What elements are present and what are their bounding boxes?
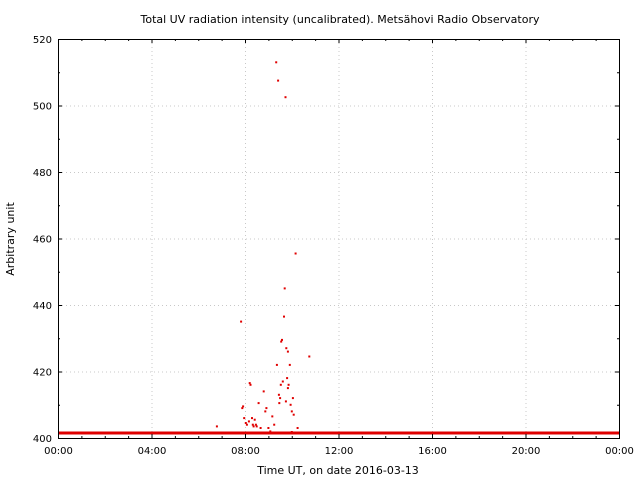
- data-point: [254, 423, 257, 426]
- data-point: [215, 425, 218, 428]
- data-point: [286, 377, 289, 380]
- x-tick-label: 12:00: [325, 446, 354, 457]
- data-point: [251, 423, 254, 426]
- data-point: [252, 425, 255, 428]
- data-point: [294, 252, 297, 255]
- chart-title: Total UV radiation intensity (uncalibrat…: [140, 13, 540, 26]
- y-tick-label: 480: [33, 168, 52, 179]
- x-tick-label: 20:00: [512, 446, 541, 457]
- data-point: [287, 383, 290, 386]
- data-point: [288, 363, 291, 366]
- data-point: [248, 382, 251, 385]
- data-point: [271, 415, 274, 418]
- data-point: [281, 380, 284, 383]
- data-point: [255, 425, 258, 428]
- data-point: [285, 347, 288, 350]
- data-point: [247, 420, 250, 423]
- data-point: [280, 340, 283, 343]
- x-axis-label: Time UT, on date 2016-03-13: [256, 464, 419, 477]
- data-point: [265, 407, 268, 410]
- data-point: [279, 397, 282, 400]
- x-tick-label: 00:00: [605, 446, 634, 457]
- data-point: [269, 430, 272, 433]
- x-tick-label: 00:00: [44, 446, 73, 457]
- data-point: [292, 413, 295, 416]
- data-points: [215, 61, 311, 433]
- x-tick-label: 16:00: [418, 446, 447, 457]
- data-point: [284, 96, 287, 99]
- data-point: [286, 350, 289, 353]
- y-tick-label: 500: [33, 102, 52, 113]
- data-point: [240, 320, 243, 323]
- data-point: [277, 79, 280, 82]
- data-point: [267, 427, 270, 429]
- y-axis-label: Arbitrary unit: [4, 202, 17, 276]
- data-point: [245, 423, 248, 426]
- data-point: [241, 407, 244, 410]
- data-point: [290, 431, 293, 433]
- data-point: [251, 417, 253, 420]
- data-point: [290, 410, 293, 413]
- data-point: [242, 405, 245, 408]
- data-point: [257, 402, 260, 405]
- data-point: [279, 383, 282, 386]
- data-point: [278, 402, 281, 405]
- data-point: [291, 397, 294, 400]
- data-point: [296, 427, 299, 429]
- data-point: [243, 417, 246, 420]
- data-point: [277, 393, 280, 396]
- data-point: [308, 355, 311, 358]
- data-point: [262, 390, 265, 393]
- y-tick-label: 400: [33, 434, 52, 445]
- data-point: [286, 387, 289, 390]
- y-tick-label: 440: [33, 301, 52, 312]
- data-point: [249, 383, 252, 386]
- data-point: [289, 403, 292, 406]
- y-tick-label: 420: [33, 368, 52, 379]
- data-point: [275, 61, 278, 64]
- x-tick-label: 04:00: [138, 446, 167, 457]
- data-point: [264, 410, 267, 413]
- data-point: [283, 287, 286, 290]
- grid: [58, 39, 619, 438]
- data-point: [283, 315, 285, 318]
- axis-ticks: 00:00 04:00 08:00 12:00 16:00 20:00 00:0040042…: [33, 35, 634, 457]
- data-point: [253, 418, 256, 421]
- y-tick-label: 460: [33, 235, 52, 246]
- data-point: [244, 422, 247, 424]
- x-tick-label: 08:00: [231, 446, 260, 457]
- y-tick-label: 520: [33, 35, 52, 46]
- data-point: [284, 400, 287, 403]
- data-point: [273, 423, 276, 426]
- data-point: [275, 363, 278, 366]
- data-point: [281, 338, 283, 341]
- data-point: [259, 427, 262, 429]
